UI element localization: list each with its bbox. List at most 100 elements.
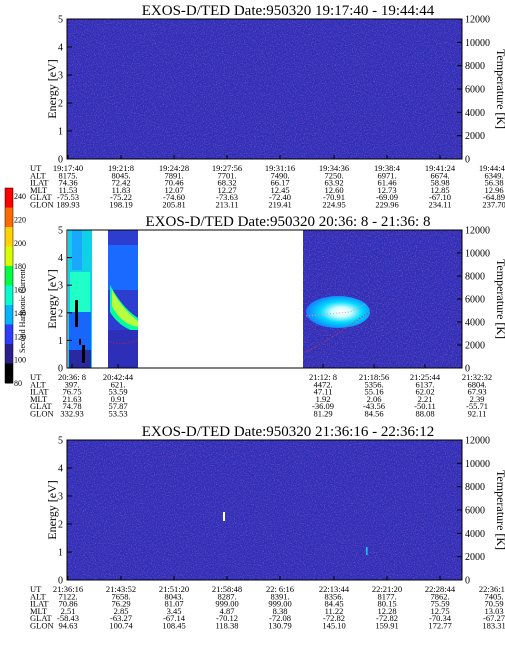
panel-3-title: EXOS-D/TED Date:950320 21:36:16 - 22:36:… (142, 424, 434, 440)
table-cell: 332.93 (60, 409, 83, 419)
row-label: ALT (30, 170, 47, 180)
table-cell: 19:38:4 (374, 163, 401, 173)
table-cell: -72.82 (323, 613, 345, 623)
table-cell: 22:13:44 (319, 584, 350, 594)
table-cell: 22: 6:16 (266, 584, 294, 594)
table-cell: 19:27:56 (212, 163, 242, 173)
table-cell: 76.75 (62, 387, 81, 397)
table-cell: 53.59 (108, 387, 127, 397)
table-cell: 8175. (58, 170, 77, 180)
table-cell: 183.31 (482, 621, 505, 631)
table-cell: 21:43:52 (106, 584, 136, 594)
table-cell: 12.75 (430, 606, 449, 616)
colorbar-tick-label: 180 (14, 262, 26, 271)
table-cell: 56.38 (484, 178, 503, 188)
panel-1: EXOS-D/TED Date:950320 19:17:40 - 19:44:… (30, 3, 505, 210)
table-cell: -73.63 (216, 192, 238, 202)
panel-2: EXOS-D/TED Date:950320 20:36: 8 - 21:36:… (30, 214, 505, 419)
ytick-left-label: 3 (58, 71, 63, 82)
table-cell: 8356. (324, 591, 343, 601)
table-cell: 19:34:36 (319, 163, 349, 173)
table-cell: 130.79 (268, 621, 291, 631)
ytick-left-label: 3 (58, 492, 63, 503)
table-cell: 7250. (324, 170, 343, 180)
table-cell: 224.95 (322, 200, 345, 210)
table-cell: -72.08 (269, 613, 291, 623)
table-cell: -69.09 (376, 192, 398, 202)
table-cell: 6804. (467, 379, 486, 389)
row-label: MLT (30, 185, 48, 195)
ytick-left-label: 0 (58, 576, 63, 587)
panel-1-yticks-left: 0 1 2 3 4 5 (58, 15, 72, 166)
ytick-right-label: 0 (465, 576, 470, 587)
table-cell: 72.42 (111, 178, 130, 188)
table-cell: 6674. (430, 170, 449, 180)
table-cell: 7862. (430, 591, 449, 601)
ytick-left-label: 5 (58, 436, 63, 447)
table-cell: 8043. (164, 591, 183, 601)
table-cell: 205.81 (162, 200, 185, 210)
table-cell: 70.86 (58, 599, 77, 609)
ytick-right-label: 4000 (465, 529, 485, 540)
table-cell: 145.10 (322, 621, 345, 631)
row-label: GLAT (30, 613, 53, 623)
table-cell: 62.02 (415, 387, 434, 397)
ytick-right-label: 6000 (465, 506, 485, 517)
table-cell: 4.87 (220, 606, 235, 616)
table-cell: 76.29 (111, 599, 130, 609)
table-cell: -36.09 (312, 401, 334, 411)
table-cell: 57.87 (108, 401, 127, 411)
table-cell: 12.60 (324, 185, 343, 195)
table-cell: 53.53 (108, 409, 127, 419)
table-cell: 47.11 (314, 387, 333, 397)
table-cell: 2.06 (367, 394, 382, 404)
table-cell: -75.22 (110, 192, 132, 202)
table-cell: 0.91 (111, 394, 126, 404)
table-cell: 189.93 (56, 200, 79, 210)
table-cell: 12.85 (430, 185, 449, 195)
ytick-right-label: 12000 (465, 436, 490, 447)
table-cell: 74.78 (62, 401, 81, 411)
row-label: ALT (30, 379, 47, 389)
row-label: GLAT (30, 192, 53, 202)
colorbar-tick-label: 140 (14, 309, 26, 318)
colorbar-tick-label: 120 (14, 332, 26, 341)
table-cell: -63.27 (110, 613, 132, 623)
table-cell: 19:17:40 (53, 163, 83, 173)
table-cell: 2.39 (470, 394, 485, 404)
table-cell: 12.07 (164, 185, 183, 195)
panel-2-data-strip-3 (303, 230, 462, 368)
table-cell: 67.93 (467, 387, 486, 397)
table-cell: 11.22 (325, 606, 344, 616)
colorbar-tick-label: 160 (14, 286, 26, 295)
table-cell: 19:24:28 (159, 163, 189, 173)
table-cell: 3.45 (167, 606, 182, 616)
row-label: ILAT (30, 599, 49, 609)
table-cell: 397. (65, 379, 80, 389)
ytick-left-label: 2 (58, 308, 63, 319)
panel-3-info-table: UTALTILATMLTGLATGLON21:36:167122.70.862.… (30, 576, 505, 631)
colorbar: 240 220 200 180 160 140 120 100 80 Second Harmon… (4, 187, 27, 388)
table-cell: 118.38 (215, 621, 238, 631)
ytick-left-label: 4 (58, 253, 63, 264)
table-cell: 198.19 (109, 200, 132, 210)
ytick-right-label: 4000 (465, 108, 485, 119)
panel-3-ylabel: Energy [eV] (45, 480, 59, 539)
table-cell: 19:44:44 (479, 163, 505, 173)
table-cell: 81.29 (313, 409, 332, 419)
table-cell: 63.92 (324, 178, 343, 188)
table-cell: 22:28:44 (425, 584, 456, 594)
ytick-left-label: 5 (58, 15, 63, 26)
ytick-right-label: 2000 (465, 341, 485, 352)
panel-2-ylabel: Energy [eV] (45, 269, 59, 328)
ytick-right-label: 6000 (465, 295, 485, 306)
table-cell: 6349. (484, 170, 503, 180)
table-cell: 22:21:20 (372, 584, 402, 594)
row-label: MLT (30, 394, 48, 404)
table-cell: 19:21:8 (108, 163, 134, 173)
colorbar-tick-label: 200 (14, 239, 26, 248)
ytick-right-label: 6000 (465, 85, 485, 96)
panel-1-ylabel: Energy [eV] (45, 59, 59, 118)
table-cell: -74.60 (163, 192, 185, 202)
